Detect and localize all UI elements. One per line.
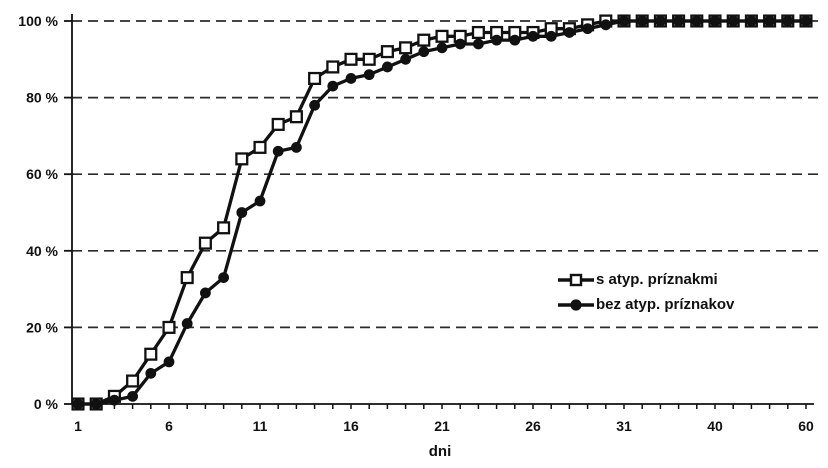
legend-label-s-atyp: s atyp. príznakmi (596, 271, 718, 288)
marker-filled-circle (691, 15, 703, 27)
marker-open-square (471, 25, 485, 40)
marker-filled-circle (600, 19, 612, 31)
marker-filled-circle (509, 34, 521, 46)
marker-filled-circle (727, 15, 739, 27)
marker-filled-circle (236, 207, 248, 218)
marker-open-square (289, 110, 303, 124)
marker-filled-circle (127, 390, 138, 402)
marker-filled-circle (564, 27, 575, 38)
x-axis-title: dni (428, 443, 452, 460)
x-tick-label-26: 26 (525, 418, 541, 434)
marker-filled-circle (254, 195, 266, 207)
marker-filled-circle (746, 15, 757, 27)
marker-filled-circle (163, 356, 175, 368)
marker-filled-circle (382, 61, 393, 73)
marker-filled-circle (436, 42, 448, 54)
marker-filled-circle (545, 30, 557, 42)
marker-open-square (362, 52, 376, 66)
marker-open-square (126, 374, 140, 388)
series-line-0 (78, 19, 806, 406)
legend: s atyp. príznakmi bez atyp. príznakov (558, 267, 734, 317)
marker-open-square (399, 41, 413, 55)
marker-filled-circle (327, 80, 339, 92)
marker-open-square (162, 320, 176, 334)
marker-filled-circle (109, 394, 120, 406)
marker-filled-circle (618, 15, 630, 27)
marker-filled-circle (291, 141, 302, 153)
marker-open-square (308, 71, 322, 86)
x-tick-label-40: 40 (707, 418, 723, 434)
marker-filled-circle (582, 23, 593, 35)
marker-filled-circle (72, 398, 84, 410)
x-tick-label-16: 16 (343, 418, 359, 434)
marker-filled-circle (200, 287, 211, 299)
marker-filled-circle (636, 15, 648, 27)
marker-filled-circle (272, 145, 284, 157)
marker-filled-circle (800, 15, 812, 27)
y-tick-label-60: 60 % (26, 166, 58, 182)
legend-item-bez-atyp: bez atyp. príznakov (558, 292, 734, 317)
marker-filled-circle (473, 38, 484, 50)
marker-open-square (198, 236, 212, 250)
x-tick-label-6: 6 (165, 418, 173, 434)
marker-open-square (271, 117, 285, 131)
marker-open-square (144, 347, 158, 361)
series-line-1 (78, 19, 806, 406)
x-tick-label-21: 21 (434, 418, 450, 434)
x-tick-label-11: 11 (253, 418, 268, 434)
marker-filled-circle (218, 272, 230, 284)
marker-filled-circle (764, 15, 775, 27)
marker-filled-circle (400, 53, 411, 65)
marker-filled-circle (655, 15, 666, 27)
marker-open-square (380, 45, 394, 59)
y-tick-label-20: 20 % (26, 319, 58, 335)
marker-filled-circle (673, 15, 684, 27)
filled-circle-marker-icon (558, 298, 594, 311)
marker-open-square (253, 140, 267, 154)
marker-filled-circle (709, 15, 721, 27)
marker-open-square (344, 52, 358, 66)
open-square-marker-icon (558, 273, 594, 286)
marker-open-square (235, 152, 249, 166)
x-tick-label-1: 1 (74, 418, 82, 434)
marker-filled-circle (181, 318, 193, 329)
y-tick-label-80: 80 % (26, 90, 58, 106)
marker-filled-circle (418, 46, 430, 58)
marker-filled-circle (145, 367, 157, 379)
marker-open-square (326, 60, 340, 74)
x-tick-label-31: 31 (616, 418, 632, 434)
marker-filled-circle (363, 69, 375, 81)
marker-open-square (435, 29, 449, 43)
marker-open-square (180, 271, 194, 285)
y-tick-label-0: 0 % (34, 396, 59, 412)
legend-item-s-atyp: s atyp. príznakmi (558, 267, 734, 292)
marker-open-square (217, 221, 231, 235)
marker-filled-circle (782, 15, 794, 27)
marker-filled-circle (454, 38, 466, 50)
y-tick-label-100: 100 % (18, 13, 58, 29)
x-tick-label-60: 60 (798, 418, 814, 434)
marker-filled-circle (309, 99, 320, 111)
marker-filled-circle (527, 30, 539, 42)
y-tick-label-40: 40 % (26, 243, 58, 259)
marker-filled-circle (90, 398, 102, 410)
marker-filled-circle (491, 34, 502, 46)
marker-filled-circle (345, 73, 357, 84)
legend-label-bez-atyp: bez atyp. príznakov (596, 296, 735, 313)
marker-open-square (417, 33, 431, 47)
